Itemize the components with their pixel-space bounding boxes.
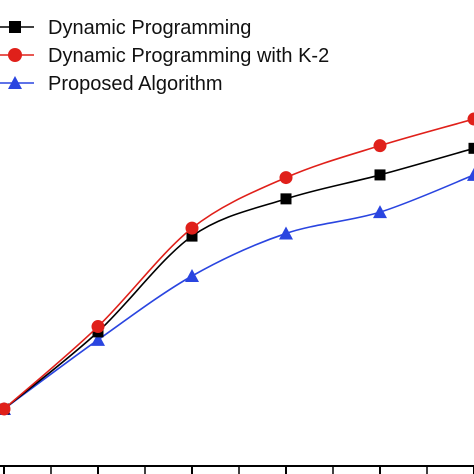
data-point-triangle — [279, 226, 293, 240]
data-point-square — [374, 169, 386, 181]
legend: Dynamic Programming Dynamic Programming … — [0, 17, 329, 95]
series-dynamic-programming-with-k-2 — [0, 112, 474, 416]
plot-area — [0, 112, 474, 416]
legend-item-dynamic-programming-k2: Dynamic Programming with K-2 — [0, 45, 329, 67]
data-point-triangle — [185, 269, 199, 282]
data-point-circle — [279, 171, 293, 185]
legend-marker-triangle — [8, 76, 22, 89]
data-point-square — [186, 230, 198, 242]
data-point-square — [468, 142, 474, 154]
legend-label-proposed-algorithm: Proposed Algorithm — [48, 73, 223, 95]
series-line-dynamic-programming — [3, 147, 474, 410]
series-dynamic-programming — [0, 142, 474, 415]
legend-label-dynamic-programming: Dynamic Programming — [48, 17, 251, 39]
legend-item-dynamic-programming: Dynamic Programming — [0, 17, 251, 39]
legend-item-proposed-algorithm: Proposed Algorithm — [0, 73, 223, 95]
data-point-triangle — [373, 205, 387, 219]
data-point-triangle — [467, 167, 474, 181]
data-point-circle — [91, 320, 105, 334]
series-proposed-algorithm — [0, 167, 474, 415]
x-axis — [0, 465, 474, 474]
data-point-circle — [373, 139, 387, 153]
legend-label-dynamic-programming-k2: Dynamic Programming with K-2 — [48, 45, 329, 67]
data-point-square — [280, 193, 292, 205]
data-point-circle — [0, 402, 11, 416]
legend-marker-square — [9, 21, 21, 33]
data-point-circle — [185, 221, 199, 235]
data-point-circle — [467, 112, 474, 126]
series-line-dynamic-programming-with-k-2 — [3, 118, 474, 410]
legend-marker-circle — [8, 48, 22, 62]
series-line-proposed-algorithm — [3, 174, 474, 410]
data-point-triangle — [91, 332, 105, 346]
